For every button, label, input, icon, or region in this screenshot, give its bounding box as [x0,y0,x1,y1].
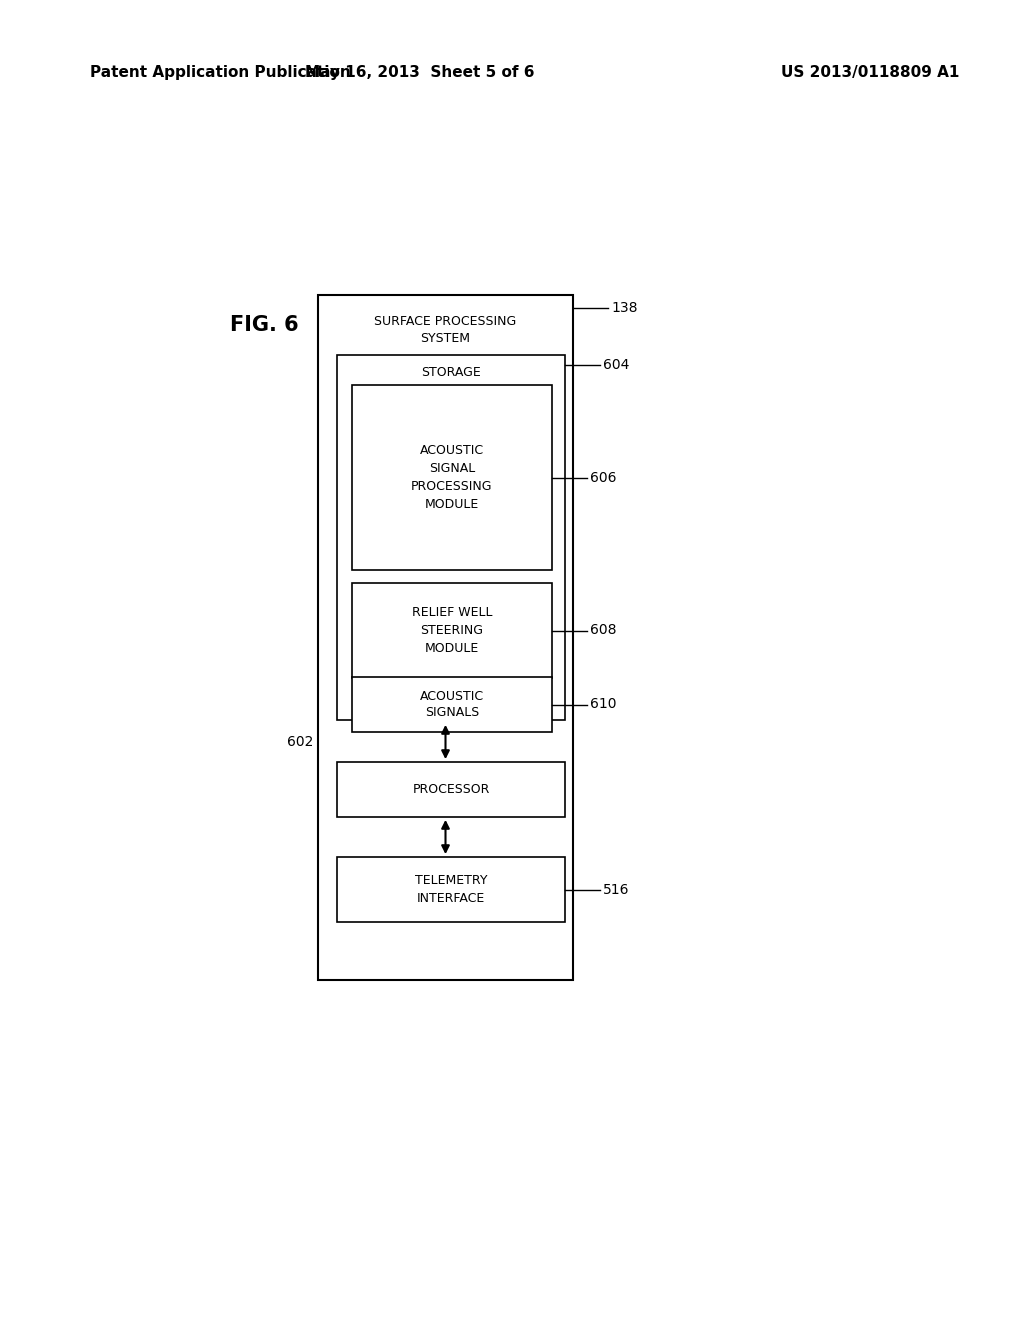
Text: 602: 602 [287,735,313,748]
Text: 610: 610 [590,697,616,711]
Text: TELEMETRY
INTERFACE: TELEMETRY INTERFACE [415,874,487,904]
Text: May 16, 2013  Sheet 5 of 6: May 16, 2013 Sheet 5 of 6 [305,65,535,79]
Bar [337,762,565,817]
Text: SURFACE PROCESSING
SYSTEM: SURFACE PROCESSING SYSTEM [375,315,517,345]
Text: Patent Application Publication: Patent Application Publication [90,65,351,79]
Bar [337,857,565,921]
Text: ACOUSTIC
SIGNALS: ACOUSTIC SIGNALS [420,689,484,719]
Text: STORAGE: STORAGE [421,367,481,380]
Text: 604: 604 [603,358,630,372]
Text: 138: 138 [611,301,638,315]
Bar [337,355,565,719]
Text: 606: 606 [590,470,616,484]
Text: PROCESSOR: PROCESSOR [413,783,489,796]
Bar [352,583,552,678]
Bar [318,294,573,979]
Bar [352,385,552,570]
Text: RELIEF WELL
STEERING
MODULE: RELIEF WELL STEERING MODULE [412,606,493,655]
Text: FIG. 6: FIG. 6 [230,315,299,335]
Text: US 2013/0118809 A1: US 2013/0118809 A1 [781,65,959,79]
Text: ACOUSTIC
SIGNAL
PROCESSING
MODULE: ACOUSTIC SIGNAL PROCESSING MODULE [412,444,493,511]
Text: 516: 516 [603,883,630,896]
Bar [352,677,552,733]
Text: 608: 608 [590,623,616,638]
